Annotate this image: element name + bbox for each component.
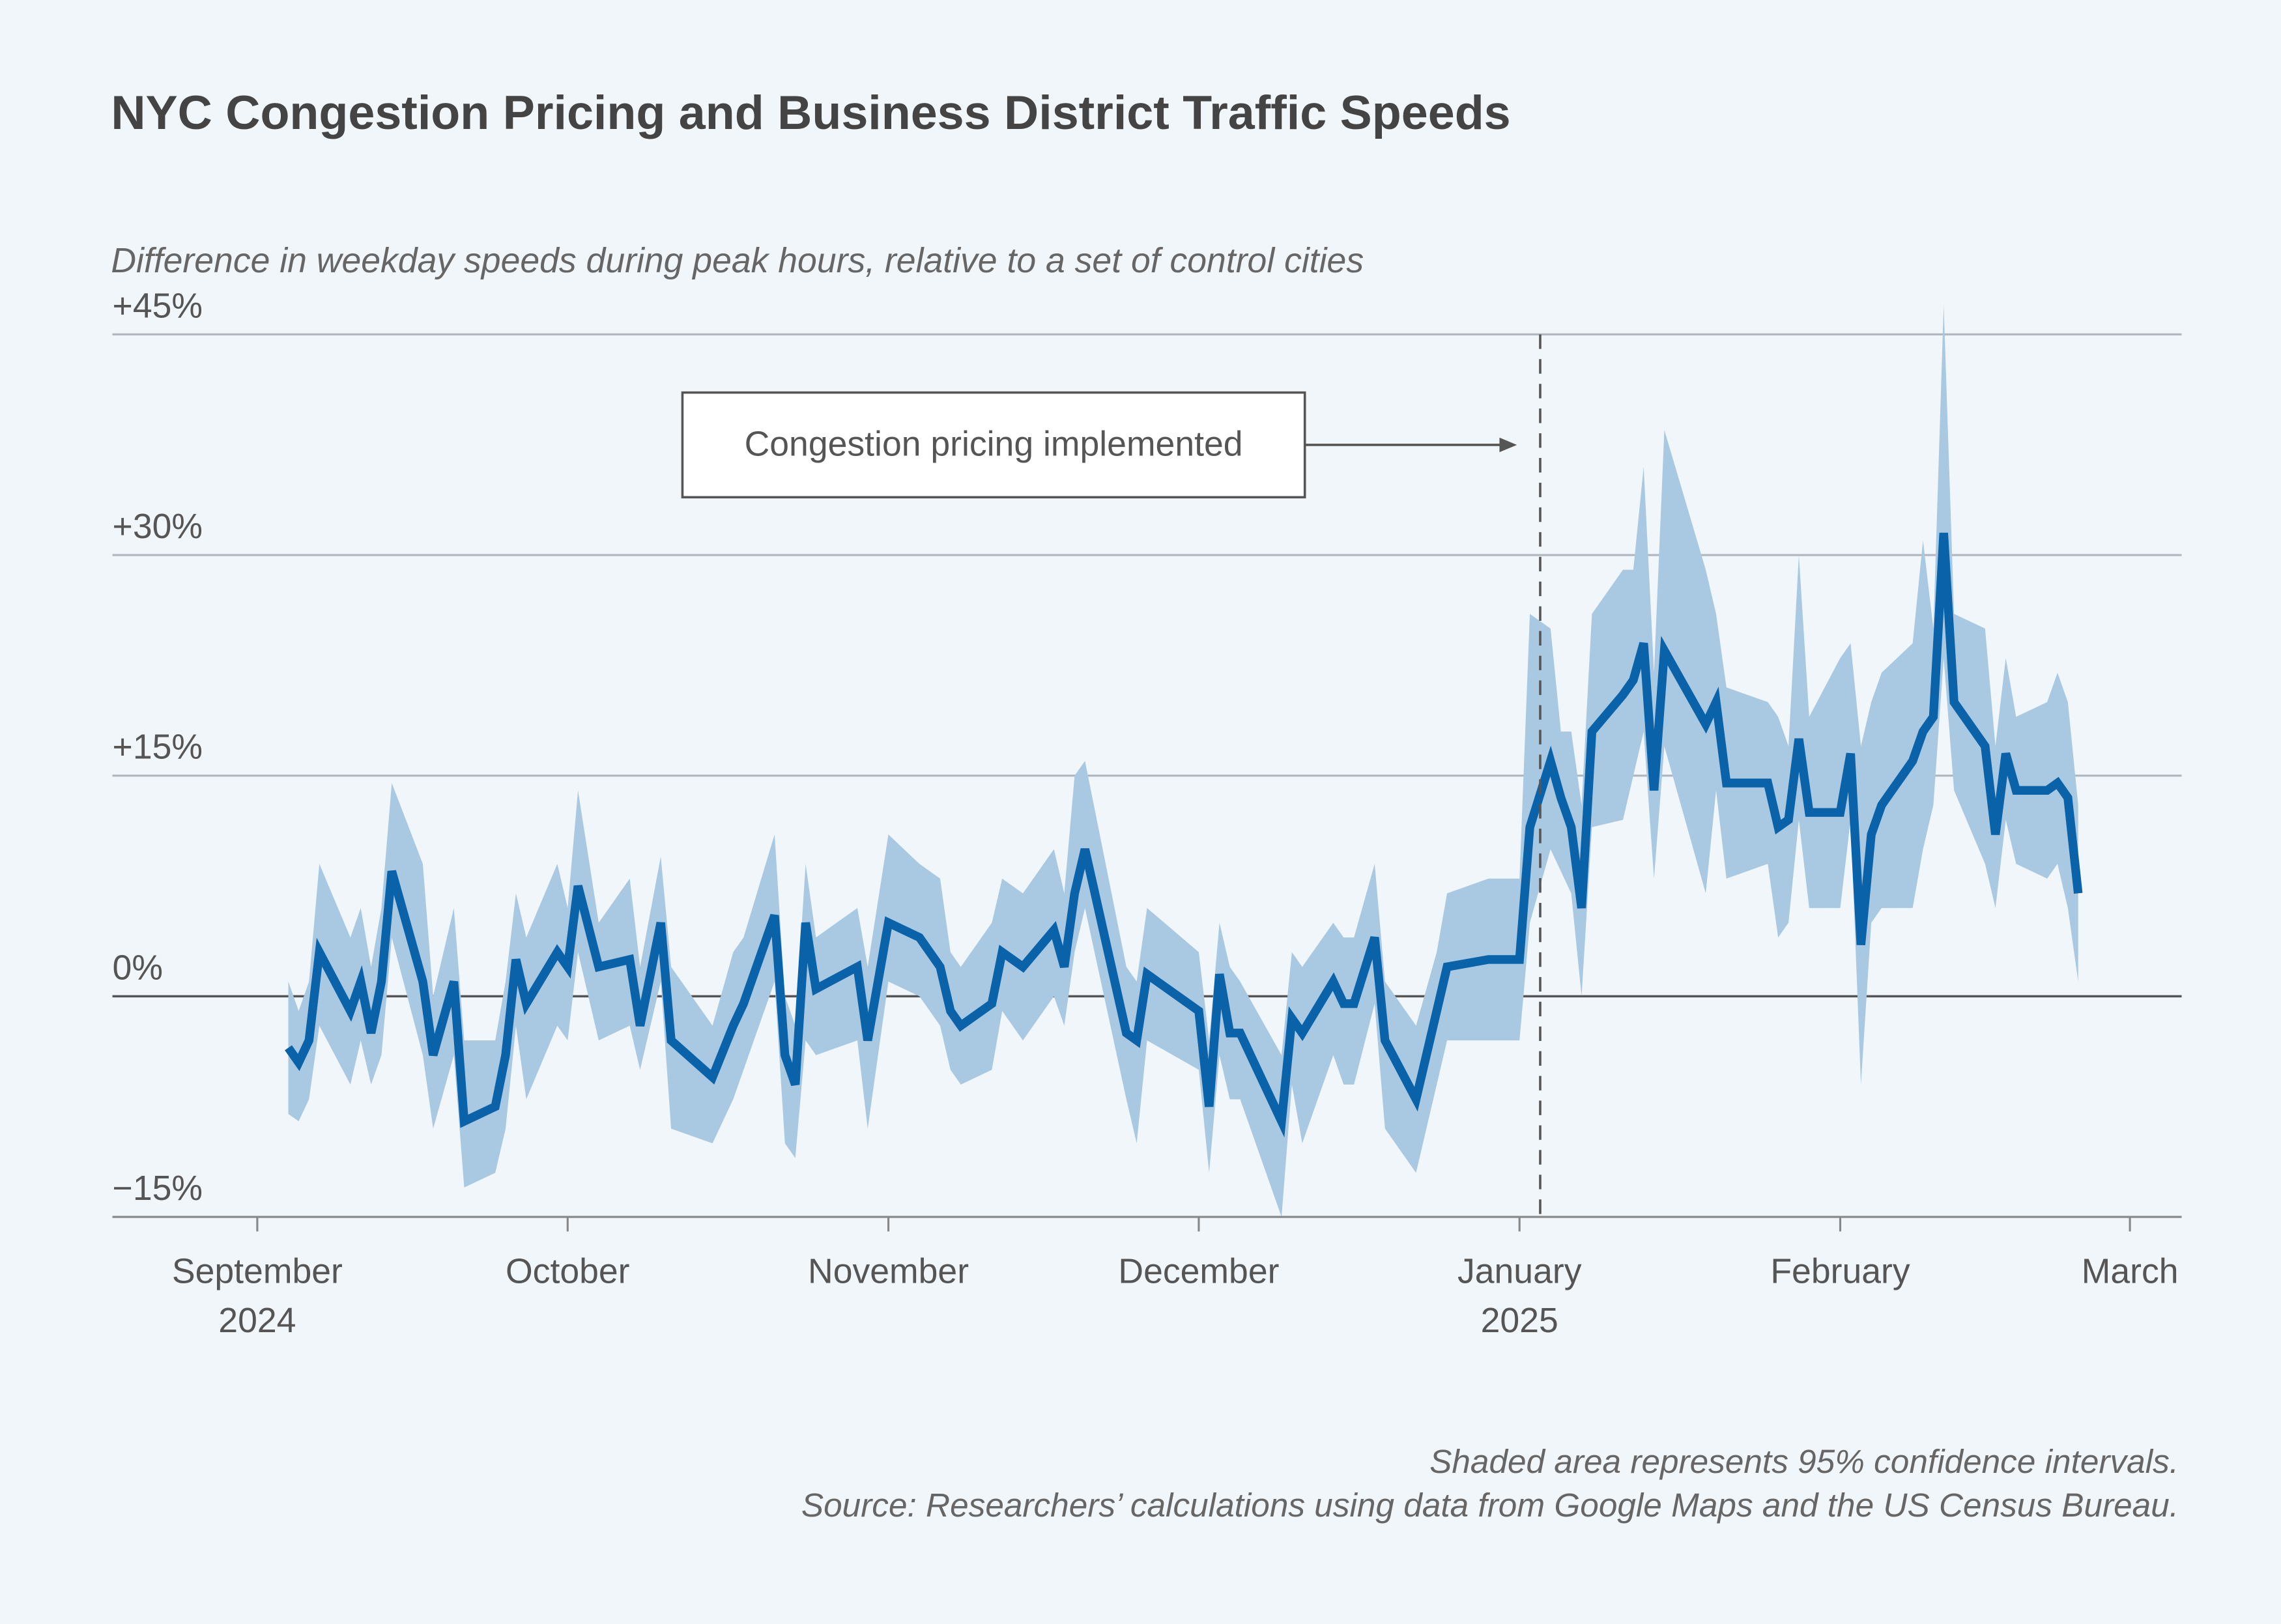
x-tick-sublabel: 2025: [1481, 1302, 1558, 1340]
x-tick-label: November: [808, 1252, 969, 1290]
note: Source: Researchers’ calculations using …: [801, 1487, 2179, 1524]
annotation-text: Congestion pricing implemented: [745, 425, 1243, 463]
y-tick-label: +45%: [113, 287, 203, 325]
arrow-head: [1499, 437, 1517, 453]
note: Shaded area represents 95% confidence in…: [1429, 1443, 2179, 1480]
annotation-box: [681, 391, 1306, 499]
x-tick-sublabel: 2024: [218, 1302, 296, 1340]
y-tick-label: 0%: [113, 948, 163, 987]
x-tick-label: September: [172, 1252, 343, 1290]
chart-subtitle: Difference in weekday speeds during peak…: [111, 242, 1364, 280]
chart-title: NYC Congestion Pricing and Business Dist…: [111, 85, 1510, 139]
line: [285, 532, 2083, 1138]
plot-area: −15% 0% +15% +30% +45% September 2024 October No…: [113, 287, 2182, 1340]
y-tick-label: +30%: [113, 507, 203, 546]
x-tick-label: February: [1770, 1252, 1910, 1290]
x-tick-label: January: [1457, 1252, 1582, 1290]
y-tick-label: −15%: [113, 1169, 203, 1208]
confidence-band: [288, 305, 2078, 1218]
x-tick-label: December: [1118, 1252, 1279, 1290]
x-tick-label: October: [506, 1252, 629, 1290]
y-tick-label: +15%: [113, 728, 203, 767]
x-tick-label: March: [2082, 1252, 2179, 1290]
